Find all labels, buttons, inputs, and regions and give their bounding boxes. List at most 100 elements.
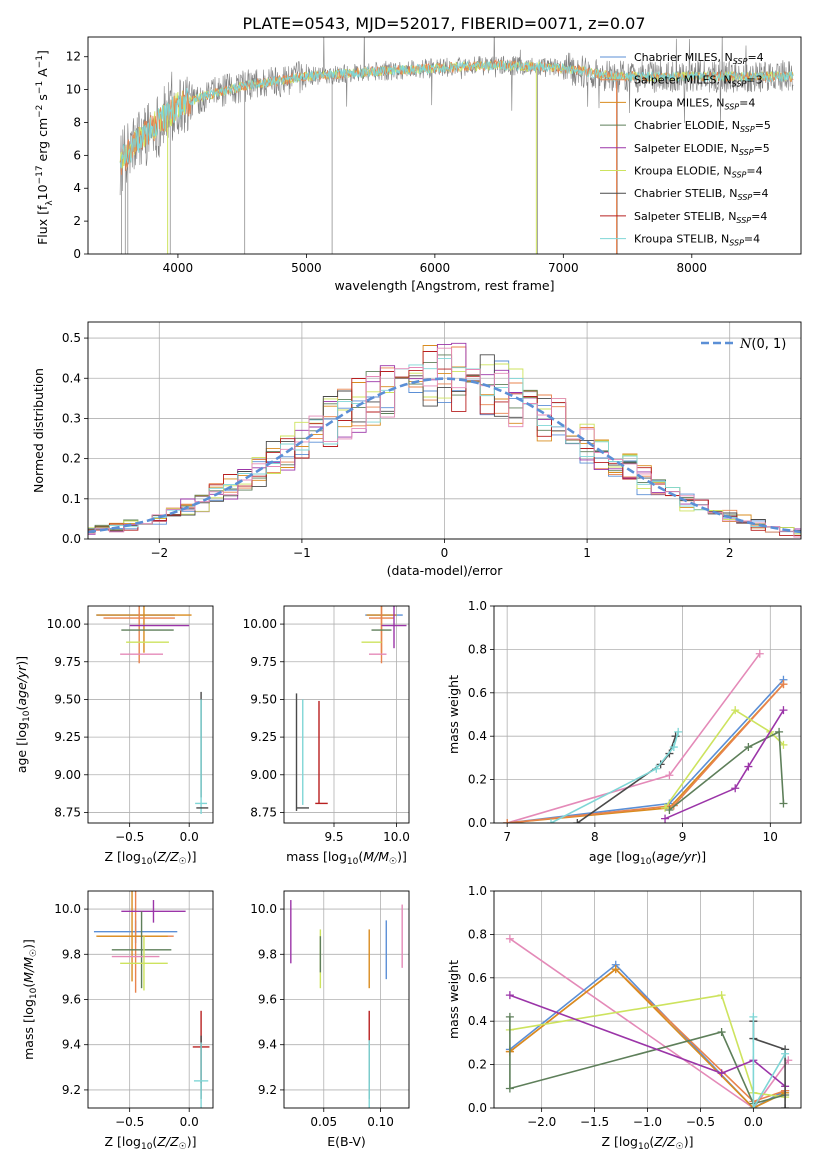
mass-weight-series bbox=[668, 730, 785, 811]
plus-marker bbox=[779, 740, 788, 749]
mass-weight-series bbox=[507, 683, 785, 823]
plus-marker bbox=[781, 1049, 790, 1058]
y-tick-label: 1.0 bbox=[468, 884, 487, 898]
x-axis-label: E(B-V) bbox=[327, 1134, 366, 1149]
y-tick-label: 10.0 bbox=[54, 902, 81, 916]
y-tick-label: 9.75 bbox=[54, 655, 81, 669]
plus-marker bbox=[731, 784, 740, 793]
plus-marker bbox=[547, 819, 556, 823]
plus-marker bbox=[674, 727, 683, 736]
plus-marker bbox=[781, 1104, 790, 1108]
x-tick-label: 9 bbox=[679, 830, 687, 844]
plus-marker bbox=[779, 706, 788, 715]
y-tick-label: 12 bbox=[66, 50, 81, 64]
axes-frame bbox=[87, 321, 802, 540]
y-tick-label: 0.2 bbox=[62, 452, 81, 466]
legend-entry: Chabrier MILES, NSSP=4 bbox=[634, 51, 764, 66]
x-axis-label: age [log10(age/yr)] bbox=[589, 849, 706, 867]
y-tick-label: 0.6 bbox=[468, 971, 487, 985]
y-tick-label: 0.4 bbox=[468, 729, 487, 743]
residual-histogram bbox=[88, 347, 801, 538]
mass-weight-series bbox=[509, 938, 789, 1108]
figure-title: PLATE=0543, MJD=52017, FIBERID=0071, z=0… bbox=[242, 14, 645, 33]
y-axis-label: mass weight bbox=[446, 675, 461, 754]
axes-frame bbox=[493, 605, 802, 824]
legend-entry: Salpeter MILES, NSSP=3 bbox=[634, 74, 763, 89]
mass_vs_ebv-panel: 0.05 0.10 9.2 9.4 9.6 9.8 10.0 E(B-V) bbox=[250, 890, 410, 1149]
mass-weight-series bbox=[509, 968, 786, 1108]
y-tick-label: 9.8 bbox=[258, 947, 277, 961]
y-axis-label: Normed distribution bbox=[31, 368, 46, 493]
y-tick-label: 9.00 bbox=[250, 768, 277, 782]
y-tick-label: 9.6 bbox=[258, 993, 277, 1007]
plus-marker bbox=[744, 743, 753, 752]
x-tick-label: −0.5 bbox=[115, 1115, 144, 1129]
x-tick-label: 10 bbox=[763, 830, 778, 844]
plus-marker bbox=[749, 1012, 758, 1021]
x-tick-label: −1 bbox=[293, 546, 311, 560]
y-axis-label: mass weight bbox=[446, 960, 461, 1039]
x-tick-label: 10.0 bbox=[383, 830, 410, 844]
x-axis-label: (data-model)/error bbox=[387, 563, 504, 578]
x-tick-label: 0.05 bbox=[310, 1115, 337, 1129]
x-tick-label: 0.0 bbox=[180, 1115, 199, 1129]
mass-weight-series bbox=[509, 994, 786, 1087]
plus-marker bbox=[755, 649, 764, 658]
x-tick-label: 7 bbox=[503, 830, 511, 844]
x-tick-label: −2.0 bbox=[527, 1115, 556, 1129]
y-tick-label: 9.6 bbox=[62, 993, 81, 1007]
y-tick-label: 0.3 bbox=[62, 411, 81, 425]
x-tick-label: 0 bbox=[441, 546, 449, 560]
x-tick-label: 8000 bbox=[677, 261, 708, 275]
x-tick-label: 8 bbox=[591, 830, 599, 844]
plus-marker bbox=[652, 764, 661, 773]
y-tick-label: 0.0 bbox=[468, 816, 487, 830]
y-tick-label: 9.75 bbox=[250, 655, 277, 669]
x-tick-label: 1 bbox=[583, 546, 591, 560]
x-axis-label: mass [log10(M/M☉)] bbox=[286, 849, 407, 867]
plus-marker bbox=[573, 819, 582, 823]
legend-entry: Chabrier ELODIE, NSSP=5 bbox=[634, 119, 771, 134]
spectrum-legend: Chabrier MILES, NSSP=4 Salpeter MILES, NS… bbox=[600, 51, 771, 248]
legend-entry: Salpeter ELODIE, NSSP=5 bbox=[634, 142, 770, 157]
legend-entry: Salpeter STELIB, NSSP=4 bbox=[634, 210, 767, 225]
y-tick-label: 2 bbox=[73, 214, 81, 228]
x-axis-label: wavelength [Angstrom, rest frame] bbox=[334, 278, 554, 293]
model-fit-line bbox=[119, 60, 794, 169]
legend-entry: N(0, 1) bbox=[739, 337, 786, 352]
age_vs_mass-panel: 9.5 10.0 8.75 9.00 9.25 9.50 9.75 10.00 mass [lo… bbox=[243, 605, 410, 867]
spectrum-marks bbox=[119, 37, 794, 254]
x-tick-label: 4000 bbox=[163, 261, 194, 275]
plus-marker bbox=[505, 1084, 514, 1093]
plus-marker bbox=[665, 805, 674, 814]
y-tick-label: 10.0 bbox=[250, 902, 277, 916]
legend-entry: Kroupa STELIB, NSSP=4 bbox=[634, 233, 760, 248]
y-tick-label: 9.50 bbox=[54, 692, 81, 706]
age_vs_Z-panel: −0.5 0.0 8.75 9.00 9.25 9.50 9.75 10.00 Z [log10… bbox=[14, 605, 214, 867]
legend-entry: Kroupa ELODIE, NSSP=4 bbox=[634, 165, 763, 180]
plus-marker bbox=[779, 799, 788, 808]
x-tick-label: 0.10 bbox=[367, 1115, 394, 1129]
mass_weight_vs_age-panel: 7 8 9 10 0.0 0.2 0.4 0.6 0.8 1.0 age [log10(age/yr… bbox=[446, 599, 802, 867]
y-tick-label: 0.2 bbox=[468, 1058, 487, 1072]
y-tick-label: 4 bbox=[73, 181, 81, 195]
y-tick-label: 0 bbox=[73, 247, 81, 261]
plus-marker bbox=[505, 991, 514, 1000]
y-tick-label: 0.8 bbox=[468, 642, 487, 656]
mass_weight_vs_Z-panel: −2.0 −1.5 −1.0 −0.5 0.0 0.0 0.2 0.4 0.6 0.8 1.0 Z [… bbox=[446, 884, 802, 1152]
x-tick-label: 6000 bbox=[420, 261, 451, 275]
plus-marker bbox=[744, 762, 753, 771]
y-axis-label: age [log10(age/yr)] bbox=[14, 656, 32, 773]
x-tick-label: 5000 bbox=[291, 261, 322, 275]
y-tick-label: 9.8 bbox=[62, 947, 81, 961]
y-tick-label: 9.00 bbox=[54, 768, 81, 782]
y-tick-label: 0.0 bbox=[62, 532, 81, 546]
y-tick-label: 9.2 bbox=[258, 1083, 277, 1097]
y-axis-label: Flux [fλ10−17 erg cm−2 s−1 A−1] bbox=[35, 50, 55, 245]
y-tick-label: 9.25 bbox=[250, 730, 277, 744]
axes-frame bbox=[87, 605, 214, 824]
mass-weight-series bbox=[664, 709, 785, 820]
x-tick-label: −0.5 bbox=[686, 1115, 715, 1129]
y-tick-label: 0.5 bbox=[62, 331, 81, 345]
